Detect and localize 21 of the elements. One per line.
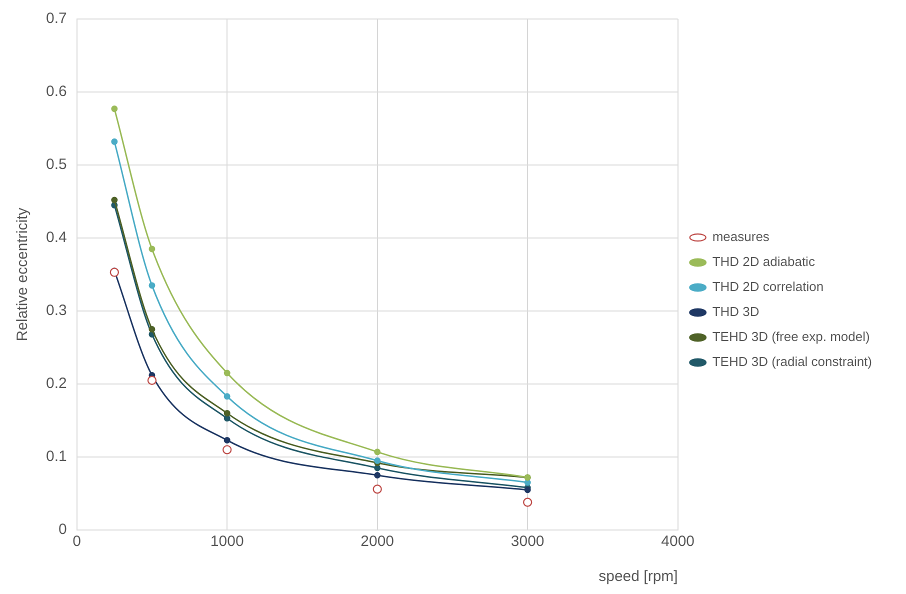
legend-label: measures <box>712 229 770 244</box>
y-tick-label: 0.5 <box>46 156 67 174</box>
y-tick-label: 0.1 <box>46 448 67 466</box>
legend-label: THD 2D correlation <box>712 279 824 294</box>
y-axis-title: Relative eccentricity <box>14 207 32 342</box>
x-tick-label: 2000 <box>360 533 394 550</box>
legend-label: THD 3D <box>712 304 760 320</box>
x-tick-label: 1000 <box>210 533 244 550</box>
legend-label: TEHD 3D (free exp. model) <box>712 329 870 344</box>
legend-label: THD 2D adiabatic <box>712 254 816 270</box>
x-tick-label: 3000 <box>510 533 544 550</box>
x-tick-label: 4000 <box>661 533 695 550</box>
y-tick-label: 0.7 <box>46 10 67 28</box>
y-tick-label: 0 <box>58 521 67 538</box>
legend-label: TEHD 3D (radial constraint) <box>712 354 872 370</box>
y-tick-label: 0.4 <box>46 229 67 246</box>
y-tick-label: 0.2 <box>46 375 67 392</box>
x-axis-title: speed [rpm] <box>598 568 678 586</box>
x-tick-label: 0 <box>72 533 82 550</box>
y-tick-label: 0.3 <box>46 302 67 320</box>
y-tick-label: 0.6 <box>46 83 67 100</box>
